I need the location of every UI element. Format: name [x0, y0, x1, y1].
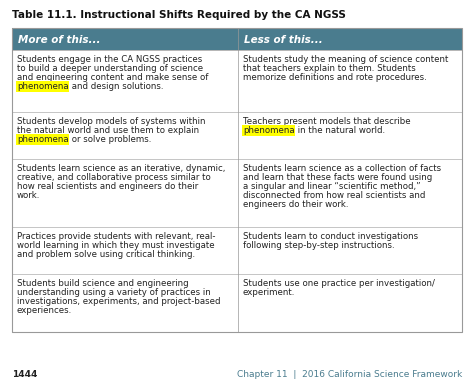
Text: disconnected from how real scientists and: disconnected from how real scientists an…: [243, 191, 425, 200]
Text: Students learn science as a collection of facts: Students learn science as a collection o…: [243, 164, 441, 173]
Bar: [238, 112, 462, 159]
Bar: [12, 50, 238, 112]
Text: understanding using a variety of practices in: understanding using a variety of practic…: [17, 288, 211, 297]
Bar: [238, 227, 462, 274]
Bar: [12, 227, 238, 274]
Text: and problem solve using critical thinking.: and problem solve using critical thinkin…: [17, 250, 195, 259]
Text: work.: work.: [17, 191, 40, 200]
Text: Students learn science as an iterative, dynamic,: Students learn science as an iterative, …: [17, 164, 225, 173]
Text: Students use one practice per investigation/: Students use one practice per investigat…: [243, 279, 435, 288]
Text: and problem solve using critical thinking.: and problem solve using critical thinkin…: [17, 250, 195, 259]
Text: More of this...: More of this...: [18, 35, 100, 45]
Text: a singular and linear “scientific method,”: a singular and linear “scientific method…: [243, 182, 420, 191]
Text: following step-by-step instructions.: following step-by-step instructions.: [243, 241, 395, 250]
Text: engineers do their work.: engineers do their work.: [243, 200, 348, 209]
Text: to build a deeper understanding of science: to build a deeper understanding of scien…: [17, 64, 203, 73]
Text: Students learn to conduct investigations: Students learn to conduct investigations: [243, 232, 418, 241]
Text: how real scientists and engineers do their: how real scientists and engineers do the…: [17, 182, 198, 191]
Text: or solve problems.: or solve problems.: [69, 135, 151, 144]
Bar: [12, 274, 238, 332]
Text: Practices provide students with relevant, real-: Practices provide students with relevant…: [17, 232, 216, 241]
Text: investigations, experiments, and project-based: investigations, experiments, and project…: [17, 297, 220, 306]
Text: phenomena: phenomena: [243, 126, 295, 135]
Text: and learn that these facts were found using: and learn that these facts were found us…: [243, 173, 432, 182]
Bar: [12, 159, 238, 227]
Text: experiences.: experiences.: [17, 306, 72, 315]
Text: in the natural world.: in the natural world.: [295, 126, 385, 135]
Text: Students learn science as a collection of facts: Students learn science as a collection o…: [243, 164, 441, 173]
Text: experiences.: experiences.: [17, 306, 72, 315]
Text: that teachers explain to them. Students: that teachers explain to them. Students: [243, 64, 416, 73]
Text: Students learn to conduct investigations: Students learn to conduct investigations: [243, 232, 418, 241]
Text: following step-by-step instructions.: following step-by-step instructions.: [243, 241, 395, 250]
Text: Teachers present models that describe: Teachers present models that describe: [243, 117, 410, 126]
Bar: [238, 28, 462, 50]
Bar: [238, 274, 462, 332]
Text: Students study the meaning of science content: Students study the meaning of science co…: [243, 55, 448, 64]
Text: Chapter 11  |  2016 California Science Framework: Chapter 11 | 2016 California Science Fra…: [237, 370, 462, 379]
Text: phenomena: phenomena: [17, 82, 69, 91]
Bar: [12, 28, 462, 332]
Text: and engineering content and make sense of: and engineering content and make sense o…: [17, 73, 209, 82]
Text: disconnected from how real scientists and: disconnected from how real scientists an…: [243, 191, 425, 200]
Text: the natural world and use them to explain: the natural world and use them to explai…: [17, 126, 199, 135]
Text: or solve problems.: or solve problems.: [69, 135, 151, 144]
Text: engineers do their work.: engineers do their work.: [243, 200, 348, 209]
Text: Less of this...: Less of this...: [244, 35, 323, 45]
Text: work.: work.: [17, 191, 40, 200]
Text: Students build science and engineering: Students build science and engineering: [17, 279, 189, 288]
Text: Students study the meaning of science content: Students study the meaning of science co…: [243, 55, 448, 64]
Text: memorize definitions and rote procedures.: memorize definitions and rote procedures…: [243, 73, 427, 82]
Text: how real scientists and engineers do their: how real scientists and engineers do the…: [17, 182, 198, 191]
Text: creative, and collaborative process similar to: creative, and collaborative process simi…: [17, 173, 211, 182]
Text: Students develop models of systems within: Students develop models of systems withi…: [17, 117, 206, 126]
Text: the natural world and use them to explain: the natural world and use them to explai…: [17, 126, 199, 135]
Text: Teachers present models that describe: Teachers present models that describe: [243, 117, 410, 126]
Text: in the natural world.: in the natural world.: [295, 126, 385, 135]
Text: world learning in which they must investigate: world learning in which they must invest…: [17, 241, 215, 250]
Text: experiment.: experiment.: [243, 288, 295, 297]
Bar: [238, 50, 462, 112]
Text: Students learn science as an iterative, dynamic,: Students learn science as an iterative, …: [17, 164, 225, 173]
Text: Students build science and engineering: Students build science and engineering: [17, 279, 189, 288]
Text: and design solutions.: and design solutions.: [69, 82, 163, 91]
Text: world learning in which they must investigate: world learning in which they must invest…: [17, 241, 215, 250]
Text: creative, and collaborative process similar to: creative, and collaborative process simi…: [17, 173, 211, 182]
Text: Table 11.1. Instructional Shifts Required by the CA NGSS: Table 11.1. Instructional Shifts Require…: [12, 10, 346, 20]
Bar: [12, 112, 238, 159]
Bar: [238, 159, 462, 227]
Text: experiment.: experiment.: [243, 288, 295, 297]
Text: Students develop models of systems within: Students develop models of systems withi…: [17, 117, 206, 126]
Text: to build a deeper understanding of science: to build a deeper understanding of scien…: [17, 64, 203, 73]
Text: understanding using a variety of practices in: understanding using a variety of practic…: [17, 288, 211, 297]
Text: Students engage in the CA NGSS practices: Students engage in the CA NGSS practices: [17, 55, 202, 64]
Text: Students use one practice per investigation/: Students use one practice per investigat…: [243, 279, 435, 288]
Text: Practices provide students with relevant, real-: Practices provide students with relevant…: [17, 232, 216, 241]
Text: that teachers explain to them. Students: that teachers explain to them. Students: [243, 64, 416, 73]
Text: investigations, experiments, and project-based: investigations, experiments, and project…: [17, 297, 220, 306]
Text: and engineering content and make sense of: and engineering content and make sense o…: [17, 73, 209, 82]
Text: Students engage in the CA NGSS practices: Students engage in the CA NGSS practices: [17, 55, 202, 64]
Text: and design solutions.: and design solutions.: [69, 82, 163, 91]
Text: phenomena: phenomena: [17, 135, 69, 144]
Bar: [12, 28, 238, 50]
Text: 1444: 1444: [12, 370, 37, 379]
Text: memorize definitions and rote procedures.: memorize definitions and rote procedures…: [243, 73, 427, 82]
Text: a singular and linear “scientific method,”: a singular and linear “scientific method…: [243, 182, 420, 191]
Text: and learn that these facts were found using: and learn that these facts were found us…: [243, 173, 432, 182]
